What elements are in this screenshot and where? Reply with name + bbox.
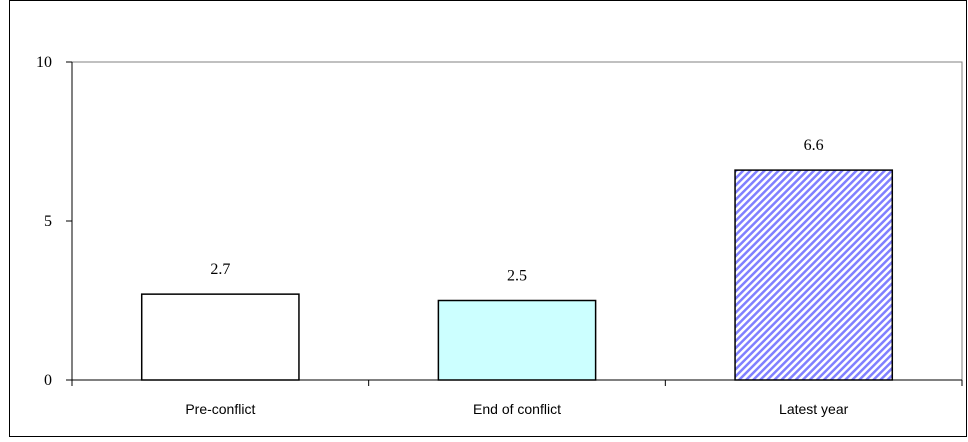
bar-end-of-conflict	[437, 299, 597, 381]
x-category-label: End of conflict	[473, 401, 561, 417]
x-category-label: Pre-conflict	[185, 401, 255, 417]
bars	[140, 169, 894, 381]
x-axis: Pre-conflict End of conflict Latest year	[71, 379, 963, 417]
y-tick-label: 10	[36, 54, 52, 71]
data-label: 2.7	[210, 261, 230, 278]
y-tick-label: 5	[44, 213, 52, 230]
data-labels: 2.7 2.5 6.6	[210, 137, 823, 284]
y-tick-label: 0	[44, 372, 52, 389]
x-category-label: Latest year	[779, 401, 849, 417]
data-label: 6.6	[804, 137, 824, 154]
bar-latest-year	[734, 169, 894, 381]
y-axis: 0 5 10	[36, 54, 73, 389]
bar-pre-conflict	[140, 293, 300, 381]
data-label: 2.5	[507, 268, 527, 285]
